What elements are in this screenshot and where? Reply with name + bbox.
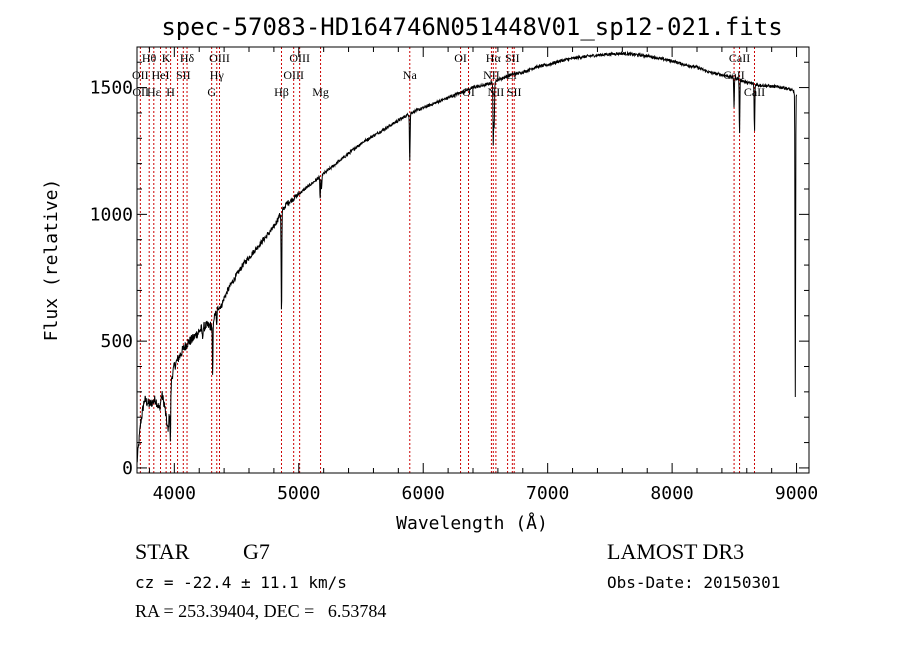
line-label: G	[207, 85, 216, 99]
x-tick-label: 5000	[277, 483, 320, 504]
x-tick-label: 6000	[402, 483, 445, 504]
object-class: STAR	[135, 539, 190, 564]
y-tick-label: 1000	[90, 204, 133, 225]
x-tick-label: 7000	[526, 483, 569, 504]
line-markers	[139, 47, 755, 473]
x-tick-label: 9000	[775, 483, 818, 504]
x-tick-label: 8000	[650, 483, 693, 504]
x-tick-label: 4000	[153, 483, 196, 504]
line-label: OII	[132, 68, 149, 82]
line-label: Hγ	[210, 68, 225, 82]
line-label: K	[162, 51, 171, 65]
line-label: Hθ	[142, 51, 157, 65]
line-label: NII	[488, 85, 505, 99]
survey-label: LAMOST DR3	[607, 539, 745, 564]
object-subclass: G7	[243, 539, 270, 564]
line-label: NII	[483, 68, 500, 82]
line-label: CaII	[744, 85, 765, 99]
line-label: HeI	[152, 68, 170, 82]
line-label: H	[166, 85, 175, 99]
chart-title: spec-57083-HD164746N051448V01_sp12-021.f…	[161, 13, 782, 41]
line-label: CaII	[729, 51, 750, 65]
line-label: Hβ	[274, 85, 289, 99]
coordinates-label: RA = 253.39404, DEC = 6.53784	[135, 601, 387, 621]
plot-frame	[136, 46, 810, 474]
line-label: Hδ	[180, 51, 195, 65]
y-tick-label: 0	[122, 458, 133, 479]
line-label: Mg	[312, 85, 329, 99]
redshift-label: cz = -22.4 ± 11.1 km/s	[135, 573, 347, 592]
obs-date-label: Obs-Date: 20150301	[607, 573, 781, 592]
line-label: OIII	[289, 51, 310, 65]
line-label: OI	[454, 51, 467, 65]
line-label: Hε	[147, 85, 161, 99]
x-axis-label: Wavelength (Å)	[396, 512, 548, 534]
axes: 4000 5000 6000 7000 8000 9000 0 500 1000 1500	[90, 47, 818, 504]
line-label: OIII	[283, 68, 304, 82]
spectrum-curve	[136, 50, 798, 463]
y-tick-label: 1500	[90, 78, 133, 99]
line-label: SII	[505, 51, 520, 65]
line-label: SII	[176, 68, 191, 82]
y-tick-label: 500	[100, 331, 133, 352]
y-axis-label: Flux (relative)	[41, 179, 62, 342]
line-label: OIII	[209, 51, 230, 65]
line-label: Na	[403, 68, 418, 82]
line-label: Hα	[486, 51, 502, 65]
line-label: SII	[507, 85, 522, 99]
